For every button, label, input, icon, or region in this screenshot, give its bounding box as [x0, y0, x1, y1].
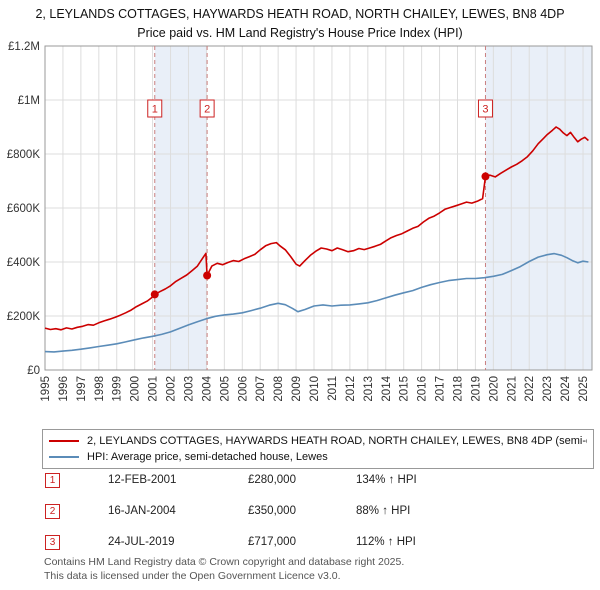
x-axis-tick-label: 2019 — [470, 376, 482, 402]
x-axis-tick-label: 2021 — [506, 376, 518, 402]
y-axis-tick-label: £200K — [7, 311, 41, 323]
x-axis-tick-label: 2008 — [273, 376, 285, 402]
hpi-line — [44, 252, 589, 353]
x-axis-tick-label: 2011 — [327, 376, 339, 401]
price-paid-line — [44, 126, 589, 331]
x-axis-tick-label: 2005 — [219, 376, 231, 402]
x-axis-tick-label: 1995 — [40, 376, 52, 402]
transaction-price: £280,000 — [248, 474, 296, 486]
transaction-hpi-change: 112% ↑ HPI — [356, 536, 416, 548]
x-axis-tick-label: 2025 — [578, 376, 590, 402]
transaction-price: £717,000 — [248, 536, 296, 548]
x-axis-tick-label: 1996 — [58, 376, 70, 402]
x-axis-tick-label: 2015 — [399, 376, 411, 402]
page-title: 2, LEYLANDS COTTAGES, HAYWARDS HEATH ROA… — [35, 7, 565, 21]
sale-marker-box — [147, 99, 163, 118]
x-axis-tick-label: 2007 — [255, 376, 267, 402]
x-axis-tick-label: 1998 — [94, 376, 106, 402]
transaction-row: 3 24-JUL-2019 £717,000 112% ↑ HPI — [45, 534, 565, 550]
y-axis-tick-label: £1M — [18, 95, 40, 107]
transaction-number-badge: 3 — [45, 534, 60, 550]
transaction-hpi-change: 88% ↑ HPI — [356, 505, 411, 517]
x-axis-tick-label: 2017 — [435, 376, 447, 402]
price-chart: 1 2 3 £0 £200K £400K £600K £800K £1M £1.2M 1995 199… — [7, 41, 593, 402]
transaction-row: 2 16-JAN-2004 £350,000 88% ↑ HPI — [45, 503, 565, 519]
x-axis-tick-label: 1997 — [76, 376, 88, 402]
x-axis-tick-label: 2013 — [363, 376, 375, 402]
x-axis-tick-label: 2022 — [524, 376, 536, 402]
x-axis-tick-label: 2010 — [309, 376, 321, 402]
chart-title-block: 2, LEYLANDS COTTAGES, HAYWARDS HEATH ROA… — [0, 5, 600, 43]
x-axis-tick-label: 2001 — [148, 376, 160, 402]
x-axis-tick-label: 2006 — [237, 376, 249, 402]
price-paid-line-swatch — [49, 440, 79, 442]
sale-marker-dot — [481, 172, 490, 181]
sale-marker-dot — [203, 271, 212, 280]
sale-marker-number: 2 — [204, 104, 210, 116]
legend-item-hpi: HPI: Average price, semi-detached house,… — [49, 449, 587, 465]
chart-legend: 2, LEYLANDS COTTAGES, HAYWARDS HEATH ROA… — [42, 429, 594, 469]
x-axis-tick-label: 2003 — [183, 376, 195, 402]
x-axis-tick-label: 2000 — [130, 376, 142, 402]
y-axis-tick-label: £800K — [7, 149, 41, 161]
x-axis-tick-label: 2012 — [345, 376, 357, 402]
transaction-date: 24-JUL-2019 — [108, 536, 175, 548]
legend-label-price-paid: 2, LEYLANDS COTTAGES, HAYWARDS HEATH ROA… — [87, 435, 587, 447]
x-axis-tick-label: 2024 — [560, 375, 572, 401]
y-axis-tick-label: £1.2M — [8, 41, 40, 53]
transaction-price: £350,000 — [248, 505, 296, 517]
x-axis-tick-label: 2023 — [542, 376, 554, 402]
transaction-hpi-change: 134% ↑ HPI — [356, 474, 417, 486]
legend-item-price-paid: 2, LEYLANDS COTTAGES, HAYWARDS HEATH ROA… — [49, 433, 587, 449]
x-axis-tick-label: 2016 — [417, 376, 429, 402]
license-line-2: This data is licensed under the Open Gov… — [44, 569, 341, 582]
plot-border — [44, 45, 593, 371]
x-axis-tick-label: 2009 — [291, 376, 303, 402]
license-footer: Contains HM Land Registry data © Crown c… — [44, 556, 404, 583]
y-axis-tick-label: £0 — [27, 365, 40, 377]
x-axis-tick-label: 2020 — [488, 376, 500, 402]
transaction-date: 16-JAN-2004 — [108, 505, 176, 517]
sale-marker-number: 3 — [482, 104, 488, 116]
chart-subtitle: Price paid vs. HM Land Registry's House … — [137, 25, 463, 40]
y-axis-tick-label: £600K — [7, 203, 41, 215]
y-axis-tick-label: £400K — [7, 257, 41, 269]
sale-marker-box — [199, 99, 215, 118]
transaction-date: 12-FEB-2001 — [108, 474, 177, 486]
x-axis-tick-label: 2018 — [452, 376, 464, 402]
hpi-line-swatch — [49, 456, 79, 458]
legend-label-hpi: HPI: Average price, semi-detached house,… — [87, 451, 328, 463]
x-axis-tick-label: 1999 — [112, 376, 124, 402]
transaction-number-badge: 2 — [45, 503, 60, 519]
transaction-row: 1 12-FEB-2001 £280,000 134% ↑ HPI — [45, 472, 565, 488]
x-axis-tick-label: 2014 — [381, 375, 393, 401]
x-axis-tick-label: 2002 — [166, 376, 178, 402]
sale-marker-box — [477, 99, 493, 118]
transactions-table: 1 12-FEB-2001 £280,000 134% ↑ HPI 2 16-J… — [45, 472, 565, 565]
transaction-number-badge: 1 — [45, 472, 60, 488]
license-line-1: Contains HM Land Registry data © Crown c… — [44, 556, 405, 568]
sale-marker-number: 1 — [152, 104, 158, 116]
sale-marker-dot — [150, 290, 159, 299]
x-axis-tick-label: 2004 — [201, 375, 213, 401]
